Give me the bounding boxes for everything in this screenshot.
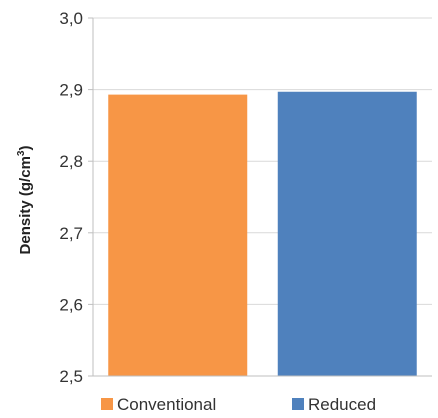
bar-conventional bbox=[108, 94, 248, 376]
legend: Conventional Reduced bbox=[101, 395, 376, 414]
y-axis-title-close: ) bbox=[17, 146, 34, 151]
axes bbox=[88, 17, 432, 377]
bar-reduced bbox=[277, 91, 417, 377]
y-tick-label: 2,5 bbox=[59, 367, 83, 386]
y-tick-label: 2,6 bbox=[59, 295, 83, 314]
y-tick-label: 3,0 bbox=[59, 9, 83, 28]
y-axis-title-superscript: 3 bbox=[16, 150, 27, 156]
y-tick-label: 2,8 bbox=[59, 152, 83, 171]
legend-label-conventional: Conventional bbox=[117, 395, 216, 414]
y-tick-label: 2,9 bbox=[59, 81, 83, 100]
y-tick-labels: 2,5 2,6 2,7 2,8 2,9 3,0 bbox=[59, 9, 83, 386]
y-axis-title: Density (g/cm3) bbox=[16, 146, 34, 255]
bars bbox=[108, 91, 417, 377]
y-axis-title-main: Density (g/cm bbox=[17, 156, 34, 254]
legend-swatch-reduced bbox=[292, 398, 304, 410]
legend-swatch-conventional bbox=[101, 398, 113, 410]
y-tick-label: 2,7 bbox=[59, 224, 83, 243]
legend-label-reduced: Reduced bbox=[308, 395, 376, 414]
